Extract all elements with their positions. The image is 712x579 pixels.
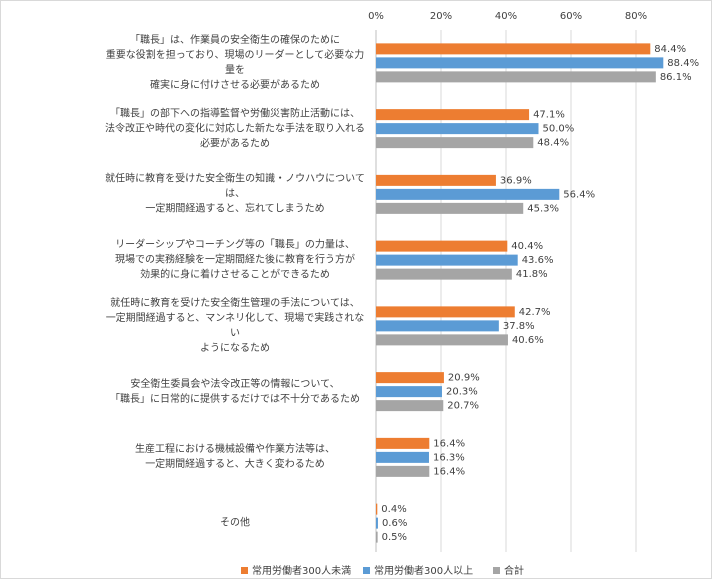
category-label: その他 xyxy=(220,517,250,529)
category-label: 就任時に教育を受けた安全衛生管理の手法については、 一定期間経過すると、マンネリ… xyxy=(105,297,365,354)
value-label: 16.4% xyxy=(433,438,465,449)
value-label: 56.4% xyxy=(563,189,595,200)
value-label: 47.1% xyxy=(533,110,565,121)
bar xyxy=(376,400,444,412)
bar xyxy=(376,386,442,398)
value-label: 36.9% xyxy=(500,175,532,186)
legend-swatch xyxy=(241,567,248,574)
value-label: 41.8% xyxy=(516,269,548,280)
bar xyxy=(376,174,496,186)
legend-swatch xyxy=(363,567,370,574)
bar xyxy=(376,531,378,543)
legend-swatch xyxy=(493,567,500,574)
value-label: 50.0% xyxy=(543,124,575,135)
bar xyxy=(376,71,656,83)
bar xyxy=(376,465,430,477)
legend-label: 常用労働者300人未満 xyxy=(252,564,351,577)
bar xyxy=(376,202,524,214)
value-label: 20.7% xyxy=(447,401,479,412)
value-label: 0.6% xyxy=(382,518,407,529)
bar xyxy=(376,451,429,463)
bar xyxy=(376,334,508,346)
bar xyxy=(376,123,539,135)
value-label: 16.3% xyxy=(433,452,465,463)
category-label: 「職長」の部下への指導監督や労働災害防止活動には、 法令改正や時代の変化に対応し… xyxy=(105,108,365,150)
legend-label: 合計 xyxy=(504,564,524,577)
value-label: 37.8% xyxy=(503,321,535,332)
value-label: 42.7% xyxy=(519,307,551,318)
value-label: 40.4% xyxy=(511,241,543,252)
x-tick-label: 60% xyxy=(560,11,582,22)
bar xyxy=(376,254,518,266)
bar xyxy=(376,43,651,55)
value-label: 43.6% xyxy=(522,255,554,266)
bar xyxy=(376,240,508,252)
value-label: 0.4% xyxy=(381,504,406,515)
value-label: 84.4% xyxy=(654,44,686,55)
x-tick-label: 20% xyxy=(430,11,452,22)
value-label: 0.5% xyxy=(382,532,407,543)
x-tick-label: 0% xyxy=(368,11,384,22)
value-label: 48.4% xyxy=(537,138,569,149)
value-label: 20.9% xyxy=(448,373,480,384)
x-tick-label: 80% xyxy=(625,11,647,22)
bar xyxy=(376,137,534,149)
value-label: 40.6% xyxy=(512,335,544,346)
value-label: 16.4% xyxy=(433,466,465,477)
bar xyxy=(376,437,430,449)
value-label: 86.1% xyxy=(660,72,692,83)
value-label: 88.4% xyxy=(667,58,699,69)
bar xyxy=(376,372,444,384)
category-label: リーダーシップやコーチング等の「職長」の力量は、 現場での実務経験を一定期間経た… xyxy=(115,239,355,281)
bar xyxy=(376,503,378,515)
category-label: 「職長」は、作業員の安全衛生の確保のために 重要な役割を担っており、現場のリーダ… xyxy=(105,34,365,91)
legend-label: 常用労働者300人以上 xyxy=(374,564,473,577)
bar xyxy=(376,268,512,280)
category-label: 生産工程における機械設備や作業方法等は、 一定期間経過すると、大きく変わるため xyxy=(135,444,335,471)
bar xyxy=(376,188,560,200)
bar xyxy=(376,57,664,69)
category-label: 就任時に教育を受けた安全衛生の知識・ノウハウについては、 一定期間経過すると、忘… xyxy=(105,173,365,215)
category-label: 安全衛生委員会や法令改正等の情報について、 「職長」に日常的に提供するだけでは不… xyxy=(110,378,360,405)
value-label: 20.3% xyxy=(446,387,478,398)
bar xyxy=(376,306,515,318)
value-label: 45.3% xyxy=(527,203,559,214)
bar xyxy=(376,320,499,332)
bar xyxy=(376,109,530,121)
x-tick-label: 40% xyxy=(495,11,517,22)
bar xyxy=(376,517,378,529)
